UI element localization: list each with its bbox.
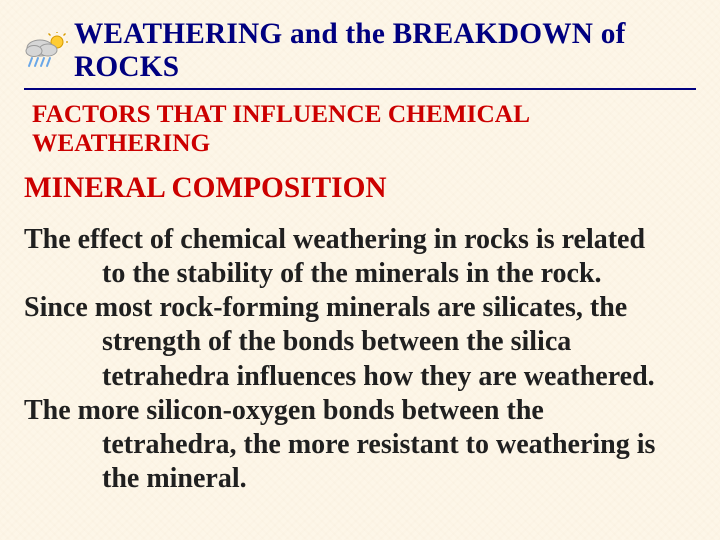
para-1-rest: to the stability of the minerals in the … [24,257,696,291]
para-1-line-1: The effect of chemical weathering in roc… [24,223,696,257]
para-3-line-1: The more silicon-oxygen bonds between th… [24,394,696,428]
subtitle: FACTORS THAT INFLUENCE CHEMICAL WEATHERI… [32,100,696,158]
para-2-line-1: Since most rock-forming minerals are sil… [24,291,696,325]
para-2-rest: strength of the bonds between the silica… [24,325,696,393]
weather-icon [24,32,68,70]
page-title: WEATHERING and the BREAKDOWN of ROCKS [74,18,696,84]
para-3-rest: tetrahedra, the more resistant to weathe… [24,428,696,496]
section-heading: MINERAL COMPOSITION [24,172,696,205]
title-row: WEATHERING and the BREAKDOWN of ROCKS [24,18,696,90]
body-text: The effect of chemical weathering in roc… [24,223,696,496]
